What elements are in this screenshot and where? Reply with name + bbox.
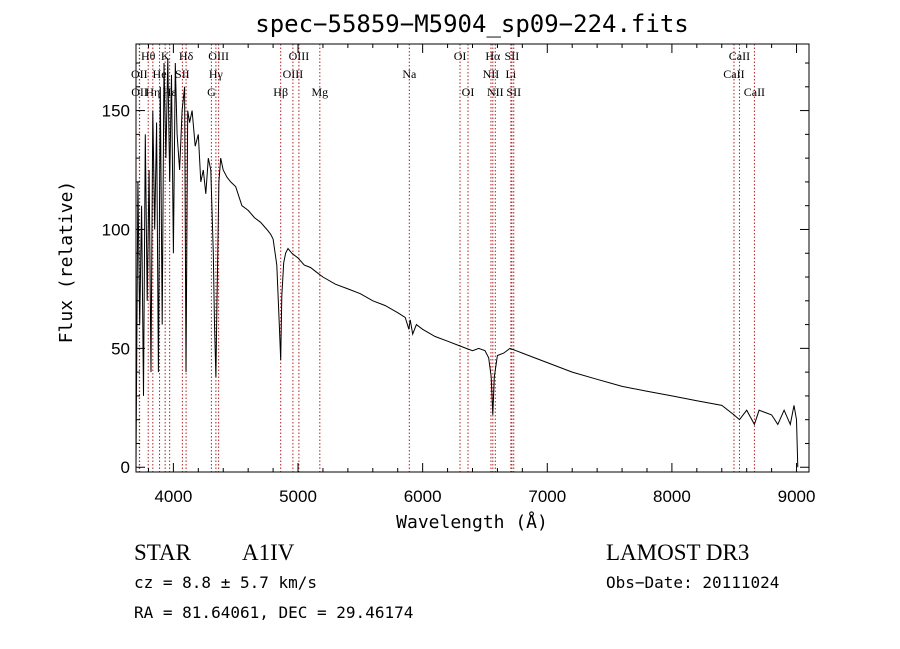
object-class: STAR [134, 540, 192, 565]
y-tick-label-1: 50 [111, 339, 130, 358]
line-label-2: OII [131, 85, 148, 99]
line-label-16: Na [402, 67, 417, 81]
spectrum-series [135, 58, 799, 468]
line-label-12: Hβ [273, 85, 288, 99]
line-label-0: Hθ [141, 49, 156, 63]
line-label-21: NII [487, 85, 504, 99]
line-label-5: Hη [145, 85, 160, 99]
chart-title: spec−55859−M5904_sp09−224.fits [255, 10, 688, 38]
coordinates: RA = 81.64061, DEC = 29.46174 [134, 603, 413, 622]
x-tick-label-3: 7000 [528, 487, 566, 506]
y-axis: 0 50 100 150 [102, 62, 809, 477]
x-tick-label-5: 9000 [778, 487, 816, 506]
line-label-23: Li [506, 67, 517, 81]
x-tick-label-0: 4000 [154, 487, 192, 506]
spectral-line-markers: Hθ OII OII K He Hη Hε Hδ SII OIII Hγ G Hβ OIII OIII Mg N… [131, 44, 765, 472]
line-label-7: Hδ [179, 49, 194, 63]
x-tick-label-1: 5000 [279, 487, 317, 506]
line-label-19: Hα [485, 49, 501, 63]
line-label-6: Hε [163, 85, 177, 99]
line-label-25: CaII [729, 49, 750, 63]
x-tick-label-4: 8000 [653, 487, 691, 506]
y-tick-label-2: 100 [102, 220, 130, 239]
y-tick-label-0: 0 [121, 458, 130, 477]
x-axis: 4000 5000 6000 7000 8000 9000 [147, 44, 816, 506]
line-label-27: CaII [744, 85, 765, 99]
line-label-10: Hγ [209, 67, 224, 81]
line-label-17: OI [454, 49, 467, 63]
plot-frame [135, 43, 810, 473]
redshift-text: cz = 8.8 ± 5.7 km/s [134, 573, 317, 592]
line-label-14: OIII [283, 67, 304, 81]
line-label-15: Mg [311, 85, 328, 99]
object-subclass: A1IV [242, 540, 295, 565]
line-label-3: K [161, 49, 170, 63]
line-label-9: OIII [208, 49, 229, 63]
line-label-1: OII [131, 67, 148, 81]
line-label-22: SII [505, 49, 520, 63]
obs-date: Obs−Date: 20111024 [606, 573, 779, 592]
line-label-8: SII [175, 67, 190, 81]
line-label-24: SII [506, 85, 521, 99]
y-tick-label-3: 150 [102, 102, 130, 121]
spectrum-line [135, 58, 799, 468]
y-axis-label: Flux (relative) [56, 181, 77, 344]
line-label-11: G [207, 85, 216, 99]
line-label-26: CaII [723, 67, 744, 81]
survey-name: LAMOST DR3 [606, 540, 749, 565]
x-tick-label-2: 6000 [404, 487, 442, 506]
line-label-4: He [153, 67, 167, 81]
line-label-18: OI [462, 85, 475, 99]
x-axis-label: Wavelength (Å) [396, 511, 548, 533]
line-label-13: OIII [289, 49, 310, 63]
line-label-20: NII [483, 67, 500, 81]
